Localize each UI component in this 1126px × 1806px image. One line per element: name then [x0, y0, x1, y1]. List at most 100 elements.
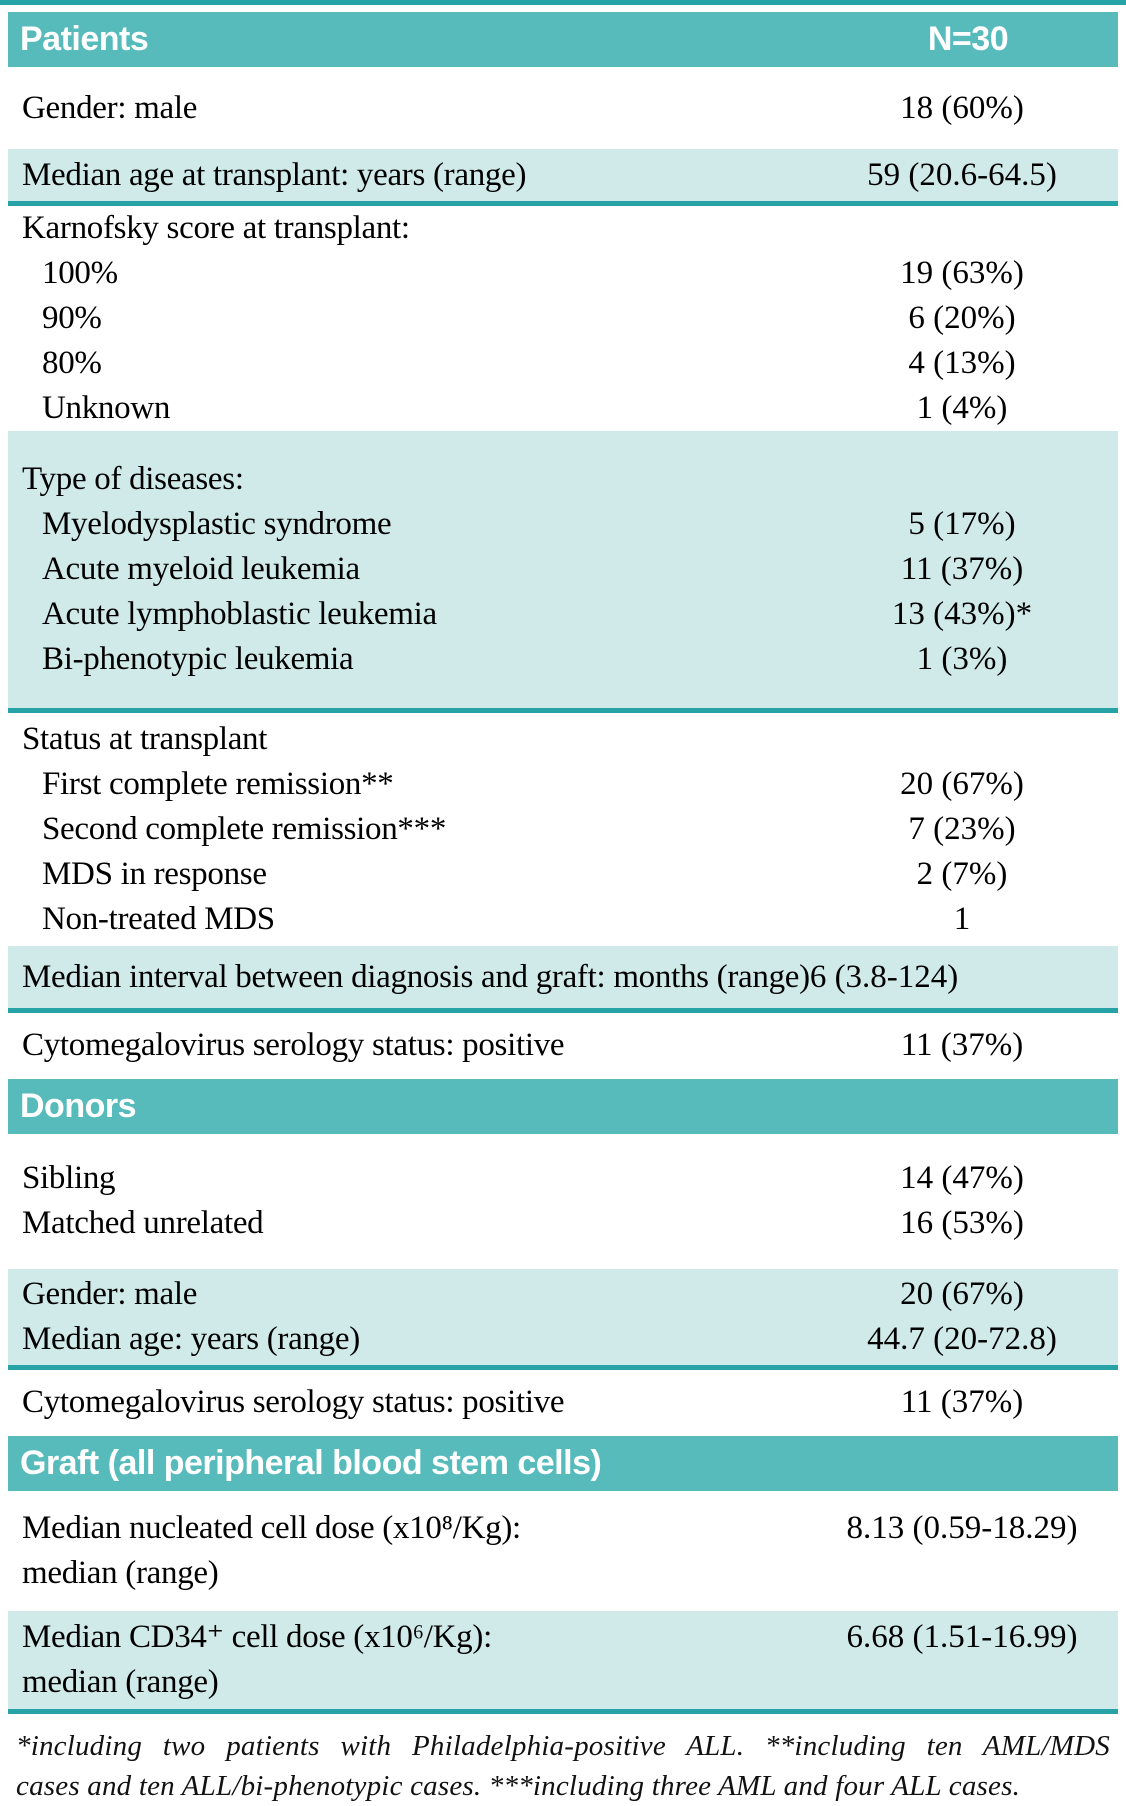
row-value: 1: [953, 901, 971, 937]
table-body: Patients N=30 Gender: male 18 (60%) Medi…: [0, 12, 1126, 1806]
row-label: Median age at transplant: years (range): [22, 157, 527, 193]
section-title: Donors: [20, 1087, 137, 1125]
table-row: Bi-phenotypic leukemia 1 (3%): [14, 637, 1112, 682]
table-row: Status at transplant: [14, 717, 1112, 762]
section-rows: Gender: male 18 (60%): [8, 67, 1118, 149]
row-label: Matched unrelated: [22, 1205, 264, 1241]
row-label: 100%: [42, 255, 118, 291]
table-row: Matched unrelated 16 (53%): [14, 1201, 1112, 1246]
section-rows: Status at transplant First complete remi…: [8, 713, 1118, 946]
row-label: Acute lymphoblastic leukemia: [42, 596, 437, 632]
row-label: Second complete remission***: [42, 811, 447, 847]
table-row: 80% 4 (13%): [14, 341, 1112, 386]
table-row: Karnofsky score at transplant:: [14, 206, 1112, 251]
row-label: Gender: male: [22, 90, 198, 126]
column-header-n: N=30: [927, 20, 1009, 58]
row-value: 13 (43%)*: [891, 596, 1033, 632]
row-value: 6 (3.8-124): [809, 959, 959, 995]
row-value: 5 (17%): [908, 506, 1016, 542]
row-label-line2: median (range): [22, 1664, 219, 1700]
row-value: 18 (60%): [900, 90, 1024, 126]
row-label: Myelodysplastic syndrome: [42, 506, 392, 542]
row-value: 44.7 (20-72.8): [867, 1321, 1057, 1357]
row-label: Cytomegalovirus serology status: positiv…: [22, 1384, 565, 1420]
row-value: 20 (67%): [900, 766, 1024, 802]
table-row: Median age at transplant: years (range) …: [14, 151, 1112, 199]
table-row: Non-treated MDS 1: [14, 897, 1112, 942]
row-value: 16 (53%): [900, 1205, 1024, 1241]
table-row: First complete remission** 20 (67%): [14, 762, 1112, 807]
row-label: Median age: years (range): [22, 1321, 360, 1357]
row-value: 6.68 (1.51-16.99): [846, 1619, 1078, 1655]
section-rows: Median nucleated cell dose (x10⁸/Kg): me…: [8, 1491, 1118, 1611]
row-label: Median nucleated cell dose (x10⁸/Kg): me…: [14, 1506, 812, 1596]
section-rows: Type of diseases: Myelodysplastic syndro…: [8, 431, 1118, 713]
row-value: 7 (23%): [908, 811, 1016, 847]
table-row: Median nucleated cell dose (x10⁸/Kg): me…: [14, 1506, 1112, 1596]
table-row: Median CD34⁺ cell dose (x10⁶/Kg): median…: [14, 1615, 1112, 1705]
row-label: Non-treated MDS: [42, 901, 275, 937]
row-label: 80%: [42, 345, 102, 381]
row-value: 11 (37%): [900, 1027, 1024, 1063]
section-header-patients: Patients N=30: [8, 12, 1118, 67]
row-label: 90%: [42, 300, 102, 336]
row-label: Karnofsky score at transplant:: [22, 210, 410, 246]
section-rows: Karnofsky score at transplant: 100% 19 (…: [8, 206, 1118, 431]
table-row: Median interval between diagnosis and gr…: [14, 953, 1112, 1001]
top-divider-rule: [0, 0, 1126, 5]
row-value: 2 (7%): [916, 856, 1008, 892]
table-row: Median age: years (range) 44.7 (20-72.8): [14, 1317, 1112, 1362]
row-value: 19 (63%): [900, 255, 1024, 291]
section-rows: Sibling 14 (47%) Matched unrelated 16 (5…: [8, 1134, 1118, 1269]
table-row: Unknown 1 (4%): [14, 386, 1112, 431]
section-title: Patients: [20, 20, 149, 58]
row-value: 1 (4%): [916, 390, 1008, 426]
footnote-line2: cases and ten ALL/bi-phenotypic cases. *…: [16, 1770, 1021, 1802]
row-label: Median CD34⁺ cell dose (x10⁶/Kg): median…: [14, 1615, 812, 1705]
row-label: Median interval between diagnosis and gr…: [22, 959, 810, 995]
row-label: Status at transplant: [22, 721, 268, 757]
row-label: Bi-phenotypic leukemia: [42, 641, 354, 677]
row-value: 14 (47%): [900, 1160, 1024, 1196]
row-label-line2: median (range): [22, 1555, 219, 1591]
table-row: 90% 6 (20%): [14, 296, 1112, 341]
row-value: 6 (20%): [908, 300, 1016, 336]
row-label: First complete remission**: [42, 766, 394, 802]
row-value: 11 (37%): [900, 551, 1024, 587]
row-label: Acute myeloid leukemia: [42, 551, 360, 587]
row-value: 8.13 (0.59-18.29): [846, 1510, 1078, 1546]
table-row: Myelodysplastic syndrome 5 (17%): [14, 502, 1112, 547]
table-row: Acute lymphoblastic leukemia 13 (43%)*: [14, 592, 1112, 637]
table-row: Second complete remission*** 7 (23%): [14, 807, 1112, 852]
table-row: Type of diseases:: [14, 457, 1112, 502]
row-label: Unknown: [42, 390, 171, 426]
row-label: MDS in response: [42, 856, 267, 892]
table-row: Cytomegalovirus serology status: positiv…: [14, 1023, 1112, 1068]
section-title: Graft (all peripheral blood stem cells): [20, 1444, 602, 1482]
footnote-line1: *including two patients with Philadelphi…: [16, 1730, 1110, 1762]
section-rows: Median age at transplant: years (range) …: [8, 149, 1118, 206]
section-rows: Gender: male 20 (67%) Median age: years …: [8, 1269, 1118, 1370]
table-row: Acute myeloid leukemia 11 (37%): [14, 547, 1112, 592]
row-label: Sibling: [22, 1160, 116, 1196]
row-label: Gender: male: [22, 1276, 198, 1312]
section-rows: Median interval between diagnosis and gr…: [8, 946, 1118, 1013]
table-row: Cytomegalovirus serology status: positiv…: [14, 1380, 1112, 1425]
section-header-graft: Graft (all peripheral blood stem cells): [8, 1436, 1118, 1491]
row-label: Type of diseases:: [22, 461, 244, 497]
row-label-line1: Median nucleated cell dose (x10⁸/Kg):: [22, 1510, 521, 1546]
section-rows: Median CD34⁺ cell dose (x10⁶/Kg): median…: [8, 1611, 1118, 1714]
table-row: Gender: male 20 (67%): [14, 1272, 1112, 1317]
row-value: 59 (20.6-64.5): [867, 157, 1057, 193]
row-label-line1: Median CD34⁺ cell dose (x10⁶/Kg):: [22, 1619, 492, 1655]
table-row: Sibling 14 (47%): [14, 1156, 1112, 1201]
table-row: MDS in response 2 (7%): [14, 852, 1112, 897]
row-value: 1 (3%): [916, 641, 1008, 677]
table-row: Gender: male 18 (60%): [14, 86, 1112, 131]
row-value: 4 (13%): [908, 345, 1016, 381]
section-rows: Cytomegalovirus serology status: positiv…: [8, 1013, 1118, 1079]
table-row: 100% 19 (63%): [14, 251, 1112, 296]
section-header-donors: Donors: [8, 1079, 1118, 1134]
row-value: 11 (37%): [900, 1384, 1024, 1420]
